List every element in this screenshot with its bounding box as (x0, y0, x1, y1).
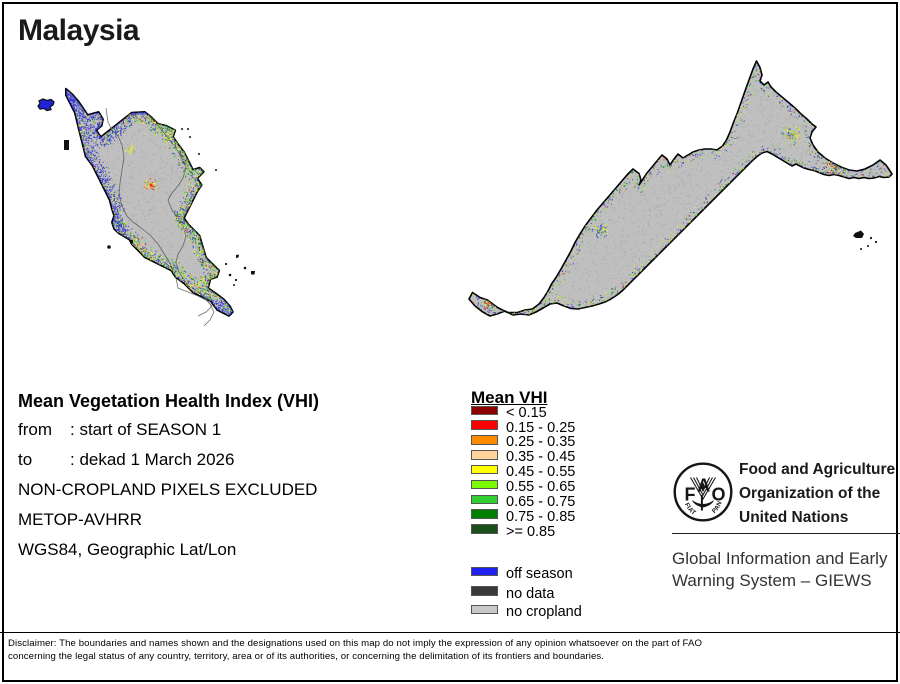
svg-text:F: F (685, 485, 696, 505)
svg-text:A: A (697, 476, 710, 496)
